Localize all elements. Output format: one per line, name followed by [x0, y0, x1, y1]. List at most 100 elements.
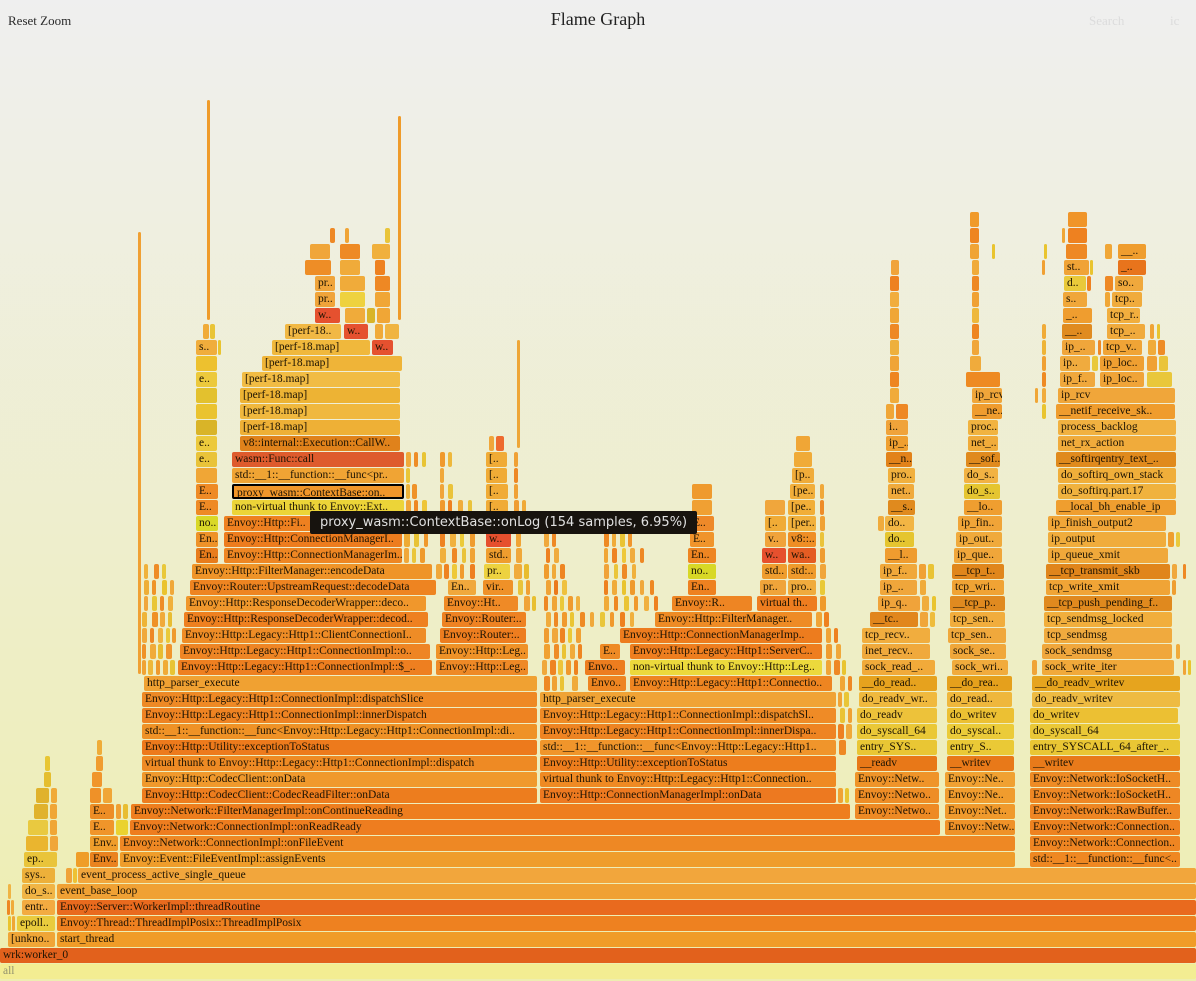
frame[interactable]	[846, 724, 852, 739]
frame[interactable]	[820, 516, 825, 531]
frame[interactable]	[542, 660, 547, 675]
frame[interactable]: Envoy::Network::FilterManagerImpl::onCon…	[131, 804, 850, 819]
frame[interactable]: pro..	[888, 468, 915, 483]
frame[interactable]: ep..	[24, 852, 57, 867]
frame[interactable]: __netif_receive_sk..	[1056, 404, 1175, 419]
frame[interactable]: Envo..	[588, 676, 626, 691]
frame[interactable]	[568, 596, 573, 611]
frame[interactable]: Envoy::Netwo..	[855, 804, 939, 819]
reset-zoom-button[interactable]: Reset Zoom	[8, 13, 72, 28]
frame[interactable]	[820, 532, 824, 547]
frame[interactable]: __readv	[857, 756, 937, 771]
frame[interactable]: ip_que..	[954, 548, 1002, 563]
frame[interactable]	[692, 484, 712, 499]
frame[interactable]	[839, 740, 846, 755]
frame[interactable]	[1176, 644, 1180, 659]
frame[interactable]: __do_rea..	[947, 676, 1012, 691]
frame[interactable]: pr..	[484, 564, 510, 579]
frame[interactable]	[919, 564, 926, 579]
frame[interactable]	[345, 228, 349, 243]
frame[interactable]: e..	[196, 452, 217, 467]
frame[interactable]: __l..	[885, 548, 917, 563]
frame[interactable]: Env..	[90, 836, 118, 851]
frame[interactable]	[170, 580, 174, 595]
frame[interactable]	[820, 564, 826, 579]
frame[interactable]	[406, 452, 411, 467]
frame[interactable]	[524, 596, 530, 611]
frame[interactable]: Envoy::Http::ConnectionManagerIm..	[224, 548, 402, 563]
frame[interactable]: Envoy::Netwo..	[855, 788, 939, 803]
frame[interactable]	[796, 436, 810, 451]
frame[interactable]	[930, 612, 935, 627]
frame[interactable]	[972, 260, 979, 275]
frame[interactable]	[546, 548, 550, 563]
frame[interactable]	[612, 580, 617, 595]
frame[interactable]	[972, 324, 979, 339]
frame[interactable]	[1044, 244, 1047, 259]
frame[interactable]: __writev	[947, 756, 1014, 771]
frame[interactable]: Envoy::Network::Connection..	[1030, 836, 1180, 851]
frame[interactable]	[972, 308, 979, 323]
frame[interactable]	[644, 596, 649, 611]
frame[interactable]: d..	[1064, 276, 1086, 291]
frame[interactable]	[406, 500, 411, 515]
frame[interactable]	[436, 564, 442, 579]
frame[interactable]	[554, 580, 558, 595]
frame[interactable]	[340, 292, 365, 307]
frame[interactable]: Env..	[90, 852, 118, 867]
frame[interactable]	[168, 596, 173, 611]
frame[interactable]: w..	[344, 324, 368, 339]
frame[interactable]	[612, 532, 616, 547]
frame[interactable]	[518, 580, 523, 595]
frame[interactable]	[1066, 244, 1087, 259]
frame[interactable]: Envoy::Ne..	[945, 772, 1015, 787]
frame[interactable]	[50, 836, 58, 851]
frame[interactable]	[142, 628, 147, 643]
frame[interactable]: do_writev	[947, 708, 1014, 723]
frame[interactable]: sys..	[22, 868, 55, 883]
frame[interactable]: ip_fin..	[958, 516, 1002, 531]
frame[interactable]	[142, 660, 146, 675]
frame[interactable]	[470, 548, 475, 563]
frame[interactable]	[90, 788, 101, 803]
frame[interactable]	[440, 500, 445, 515]
frame[interactable]	[152, 612, 158, 627]
frame[interactable]: En..	[448, 580, 476, 595]
frame[interactable]: w..	[372, 340, 393, 355]
frame[interactable]: tcp_sen..	[948, 628, 1006, 643]
frame[interactable]	[1042, 340, 1046, 355]
frame[interactable]: Envoy::Http::Legacy::Http1::Connectio..	[630, 676, 832, 691]
frame[interactable]	[1147, 356, 1157, 371]
frame[interactable]	[452, 564, 457, 579]
frame[interactable]	[546, 580, 551, 595]
frame[interactable]	[622, 580, 626, 595]
frame[interactable]	[468, 500, 472, 515]
frame[interactable]	[448, 500, 452, 515]
frame[interactable]	[794, 452, 812, 467]
frame[interactable]	[622, 564, 627, 579]
frame[interactable]	[460, 564, 464, 579]
frame[interactable]	[566, 660, 571, 675]
frame[interactable]: std..	[762, 564, 787, 579]
frame[interactable]	[517, 340, 520, 448]
frame[interactable]: __do_readv_writev	[1032, 676, 1180, 691]
frame[interactable]	[116, 820, 128, 835]
frame[interactable]	[816, 612, 822, 627]
frame[interactable]	[544, 644, 550, 659]
frame[interactable]	[340, 244, 360, 259]
frame[interactable]: w..	[762, 548, 786, 563]
frame[interactable]: do_readv_writev	[1032, 692, 1180, 707]
frame[interactable]	[162, 580, 167, 595]
frame[interactable]: do_readv_wr..	[859, 692, 937, 707]
frame[interactable]	[600, 612, 605, 627]
frame[interactable]	[972, 340, 979, 355]
frame[interactable]: std::__1::__function::__func<Envoy::Http…	[142, 724, 537, 739]
frame[interactable]: ip_..	[1062, 340, 1095, 355]
frame[interactable]	[826, 628, 831, 643]
frame[interactable]	[452, 548, 457, 563]
frame[interactable]	[932, 596, 936, 611]
frame[interactable]	[620, 532, 625, 547]
frame[interactable]	[552, 532, 556, 547]
frame[interactable]	[385, 228, 390, 243]
frame[interactable]: Envoy::Network::ConnectionImpl::onFileEv…	[120, 836, 1015, 851]
